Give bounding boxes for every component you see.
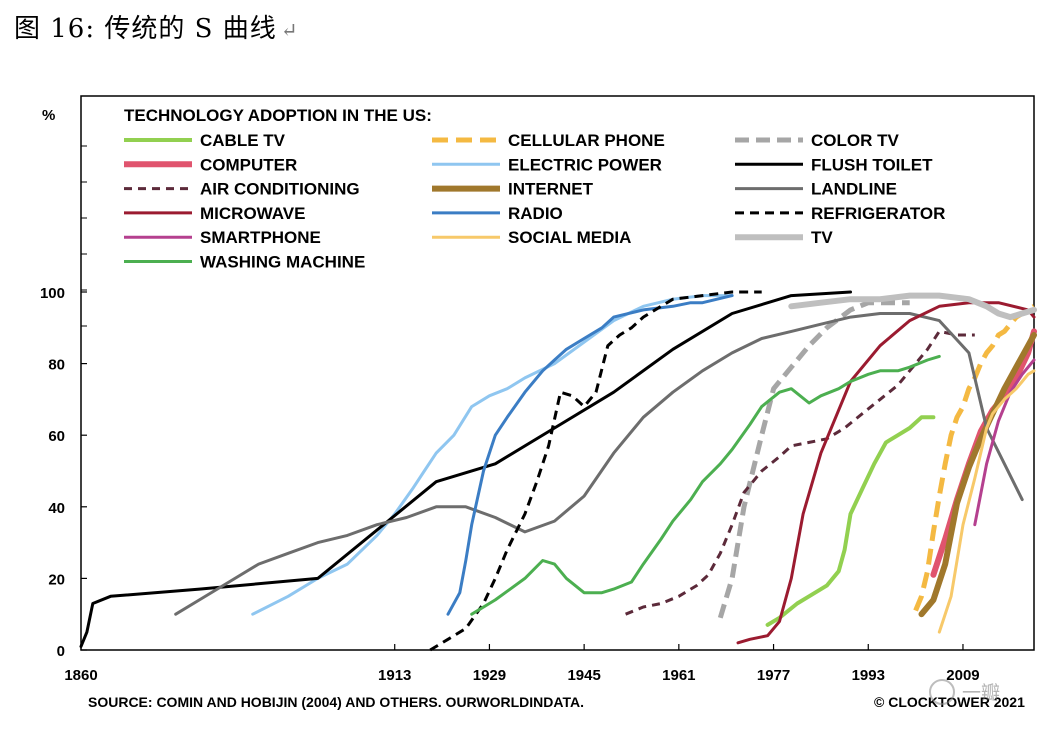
plot-frame [80, 95, 1035, 651]
figure-caption-text: 图 16: 传统的 S 曲线 [14, 14, 277, 44]
x-tick-label: 1961 [662, 667, 695, 684]
y-tick-label: 20 [48, 571, 65, 588]
legend-label: SOCIAL MEDIA [508, 228, 631, 247]
x-tick-label: 2009 [946, 667, 979, 684]
axes-layer: 0 20 40 60 80 100 1860 1913 1929 1945 1961 1977 1993… [40, 95, 1035, 684]
legend-label: MICROWAVE [200, 204, 305, 223]
y-axis-label: % [42, 107, 55, 124]
series-layer [79, 290, 1037, 652]
series-line-smartphone [973, 358, 1036, 527]
series-line-refrigerator [429, 290, 762, 652]
y-tick-label: 0 [57, 643, 65, 660]
series-line-air-conditioning [625, 329, 975, 616]
legend-label: RADIO [508, 204, 563, 223]
legend-label: CELLULAR PHONE [508, 131, 665, 150]
watermark: 一瓣 [929, 679, 1000, 705]
x-tick-label: 1945 [567, 667, 600, 684]
legend-label: SMARTPHONE [200, 228, 321, 247]
legend: CABLE TV CELLULAR PHONE COLOR TV COMPUTER EL… [124, 131, 945, 272]
x-tick-label: 1993 [852, 667, 885, 684]
return-glyph-icon: ↵ [280, 18, 299, 42]
series-line-social-media [937, 369, 1036, 634]
legend-label: FLUSH TOILET [811, 155, 933, 174]
legend-label: CABLE TV [200, 131, 286, 150]
series-line-electric-power [251, 294, 734, 616]
source-note: SOURCE: COMIN AND HOBIJIN (2004) AND OTH… [88, 694, 584, 710]
x-tick-label: 1913 [378, 667, 411, 684]
legend-label: COLOR TV [811, 131, 899, 150]
legend-label: COMPUTER [200, 155, 297, 174]
legend-label: LANDLINE [811, 180, 897, 199]
series-line-color-tv [717, 300, 910, 619]
series-line-microwave [736, 301, 1036, 645]
chart-title: TECHNOLOGY ADOPTION IN THE US: [124, 106, 432, 125]
legend-label: AIR CONDITIONING [200, 180, 360, 199]
watermark-logo-icon [929, 679, 955, 705]
series-line-washing-machine [470, 354, 941, 616]
legend-label: ELECTRIC POWER [508, 155, 662, 174]
legend-label: REFRIGERATOR [811, 204, 945, 223]
x-tick-label: 1977 [757, 667, 790, 684]
legend-label: WASHING MACHINE [200, 253, 365, 272]
series-line-internet [918, 332, 1037, 618]
series-line-landline [174, 312, 1024, 616]
series-line-tv [788, 292, 1037, 321]
y-tick-label: 40 [48, 500, 65, 517]
x-tick-label: 1860 [64, 667, 97, 684]
watermark-text: 一瓣 [962, 682, 1000, 704]
y-tick-label: 100 [40, 285, 65, 302]
y-tick-label: 60 [48, 428, 65, 445]
series-line-radio [446, 294, 734, 616]
x-tick-label: 1929 [473, 667, 506, 684]
series-line-cable-tv [765, 415, 936, 627]
legend-label: TV [811, 228, 833, 247]
y-tick-label: 80 [48, 357, 65, 374]
figure-caption: 图 16: 传统的 S 曲线 ↵ [14, 8, 298, 45]
legend-label: INTERNET [508, 180, 594, 199]
series-line-flush-toilet [79, 290, 852, 648]
